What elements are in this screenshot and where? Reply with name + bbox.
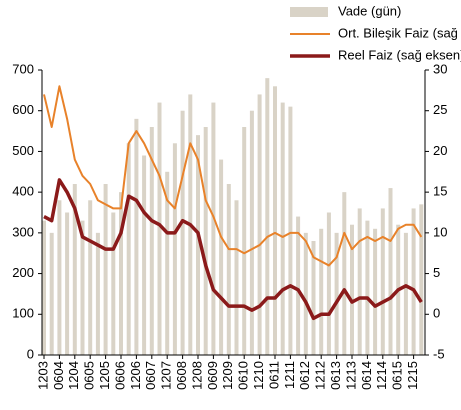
x-tick-label: 0604: [51, 361, 66, 390]
bar: [119, 192, 123, 355]
bar: [65, 212, 70, 355]
x-tick-label: 0611: [266, 361, 281, 389]
x-tick-label: 0605: [82, 361, 97, 390]
y-tick-label: 700: [12, 61, 34, 76]
x-tick-label: 0608: [174, 361, 189, 390]
bar: [265, 78, 270, 356]
x-tick-label: 0614: [359, 361, 374, 390]
x-tick-label: 1213: [343, 361, 358, 390]
bar: [88, 200, 93, 355]
x-tick-label: 1211: [282, 361, 297, 389]
x-tick-label: 1212: [313, 361, 328, 390]
bar: [273, 86, 277, 356]
bar: [211, 102, 216, 355]
bar: [280, 102, 285, 355]
bar: [373, 228, 378, 355]
x-tick-label: 1205: [97, 361, 112, 390]
bar: [342, 192, 347, 355]
bar: [326, 212, 331, 355]
bar: [296, 216, 301, 355]
y2-tick-label: 25: [433, 102, 447, 117]
bar: [388, 188, 393, 355]
bar: [157, 102, 162, 355]
y2-tick-label: 0: [433, 306, 440, 321]
bar: [288, 106, 293, 356]
x-tick-label: 1214: [374, 361, 389, 390]
y-tick-label: 400: [12, 184, 34, 199]
bar: [357, 208, 362, 355]
x-tick-label: 1209: [220, 361, 235, 390]
y-tick-label: 500: [12, 143, 34, 158]
legend-label: Vade (gün): [338, 3, 401, 18]
line: [43, 178, 423, 321]
bar: [126, 143, 131, 355]
x-tick-label: 0612: [297, 361, 312, 390]
bar: [142, 155, 147, 355]
x-tick-label: 1215: [405, 361, 420, 390]
bar: [111, 212, 116, 355]
x-tick-label: 0615: [390, 361, 405, 390]
x-tick-label: 1210: [251, 361, 266, 390]
bar: [411, 208, 416, 355]
x-tick-label: 1208: [189, 361, 204, 390]
bar: [334, 232, 339, 355]
bar: [72, 184, 77, 355]
y2-tick-label: 5: [433, 265, 440, 280]
x-tick-label: 0609: [205, 361, 220, 390]
y-tick-label: 300: [12, 224, 34, 239]
y2-tick-label: 30: [433, 61, 447, 76]
y-tick-label: 200: [12, 265, 34, 280]
bar: [350, 224, 354, 355]
bar: [180, 110, 185, 355]
y-tick-label: 100: [12, 306, 34, 321]
bar: [234, 200, 239, 355]
bar: [219, 159, 224, 355]
x-tick-label: 1206: [128, 361, 143, 390]
x-tick-label: 0613: [328, 361, 343, 390]
x-tick-label: 1203: [35, 361, 50, 390]
bar: [226, 184, 231, 355]
bar: [134, 118, 139, 355]
bar: [242, 127, 247, 355]
bar: [419, 204, 424, 355]
bar: [57, 200, 62, 355]
y-tick-label: 0: [27, 346, 34, 361]
bar: [203, 127, 208, 355]
x-tick-label: 0607: [143, 361, 158, 390]
x-tick-label: 1207: [159, 361, 174, 390]
bar: [380, 208, 385, 355]
x-tick-label: 0610: [236, 361, 251, 390]
legend-label: Ort. Bileşik Faiz (sağ eksen): [338, 25, 461, 40]
bar: [257, 94, 262, 355]
bar: [249, 110, 254, 355]
y-tick-label: 600: [12, 102, 34, 117]
bar: [403, 232, 408, 355]
bar: [95, 232, 100, 355]
legend-label: Reel Faiz (sağ eksen): [338, 47, 461, 62]
y2-tick-label: 15: [433, 184, 447, 199]
bar: [311, 241, 316, 355]
y2-tick-label: -5: [433, 346, 445, 361]
bar: [80, 220, 85, 355]
bar: [149, 127, 154, 355]
bar: [196, 135, 200, 355]
bar: [365, 220, 370, 355]
bar: [319, 228, 324, 355]
bar: [49, 232, 54, 355]
legend-swatch: [290, 7, 328, 17]
x-tick-label: 1204: [66, 361, 81, 390]
y2-tick-label: 10: [433, 224, 447, 239]
line: [43, 85, 423, 267]
x-tick-label: 0606: [112, 361, 127, 390]
y2-tick-label: 20: [433, 143, 447, 158]
bar: [42, 220, 46, 355]
bar: [103, 184, 108, 355]
bar: [172, 143, 177, 355]
bar: [165, 171, 170, 355]
bar: [303, 232, 308, 355]
